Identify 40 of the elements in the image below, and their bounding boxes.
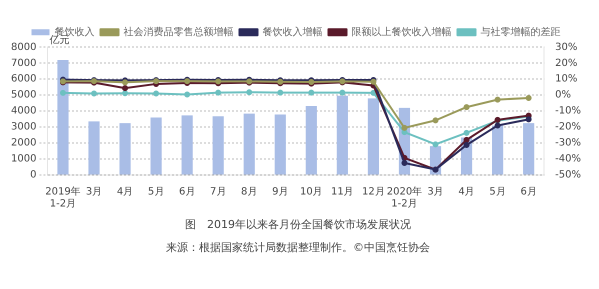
y2-tick-label: -10% bbox=[555, 106, 582, 117]
legend-label: 餐饮收入增幅 bbox=[262, 26, 322, 38]
y2-tick-label: -40% bbox=[555, 154, 582, 165]
y2-tick-label: -20% bbox=[555, 122, 582, 133]
x-tick-label: 9月 bbox=[272, 186, 288, 198]
y2-tick-label: 20% bbox=[555, 58, 578, 69]
y-tick-label: 6000 bbox=[10, 74, 36, 85]
y-tick-label: 2000 bbox=[10, 138, 36, 149]
x-tick-label: 11月 bbox=[331, 186, 354, 198]
y2-tick-label: 10% bbox=[555, 74, 578, 85]
y-tick-label: 7000 bbox=[10, 58, 36, 69]
y-tick-label: 5000 bbox=[10, 90, 36, 101]
x-tick-label: 12月 bbox=[362, 186, 385, 198]
y2-tick-label: 0% bbox=[555, 90, 572, 101]
x-tick-label: 4月 bbox=[458, 186, 475, 198]
x-tick-label: 2020年 1-2月 bbox=[386, 186, 422, 210]
y2-tick-label: -50% bbox=[555, 170, 582, 181]
y2-tick-label: -30% bbox=[555, 138, 582, 149]
x-tick-label: 10月 bbox=[300, 186, 323, 198]
x-tick-label: 4月 bbox=[116, 186, 134, 198]
x-tick-label: 6月 bbox=[178, 186, 196, 198]
y-tick-label: 4000 bbox=[10, 106, 36, 117]
legend-label: 与社零增幅的差距 bbox=[480, 26, 560, 38]
y2-tick-label: 30% bbox=[555, 42, 578, 53]
legend-label: 社会消费品零售总额增幅 bbox=[124, 26, 234, 38]
y-tick-label: 0 bbox=[30, 170, 36, 181]
source-note: 来源：根据国家统计局数据整理制作。©中国烹饪协会 bbox=[165, 240, 431, 255]
x-tick-label: 3月 bbox=[427, 186, 444, 198]
x-tick-label: 5月 bbox=[148, 186, 164, 198]
text: 图 2019年以来各月份全国餐饮市场发展状况 bbox=[184, 217, 412, 232]
y-tick-label: 3000 bbox=[10, 122, 36, 133]
x-tick-label: 8月 bbox=[241, 186, 258, 198]
legend-label: 限额以上餐饮收入增幅 bbox=[352, 26, 452, 38]
x-tick-label: 7月 bbox=[210, 186, 226, 198]
y-tick-label: 8000 bbox=[10, 42, 36, 53]
x-tick-label: 2019年 1-2月 bbox=[45, 186, 81, 210]
x-tick-label: 5月 bbox=[489, 186, 506, 198]
y-tick-label: 1000 bbox=[10, 154, 36, 165]
x-tick-label: 3月 bbox=[86, 186, 102, 198]
x-tick-label: 6月 bbox=[520, 186, 537, 198]
